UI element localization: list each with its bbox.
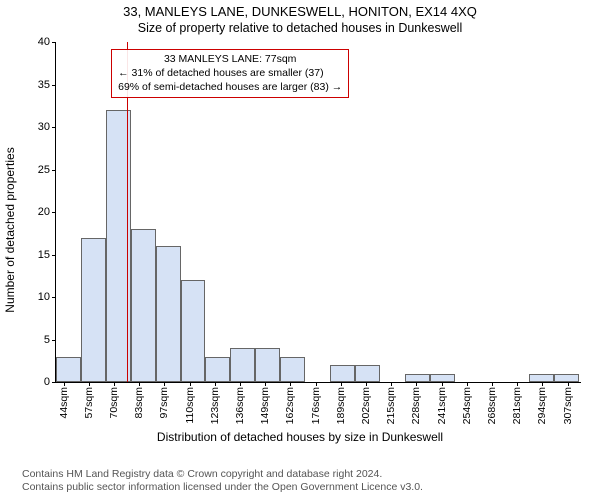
footer-line-2: Contains public sector information licen… [22, 481, 423, 494]
y-tick: 40 [38, 36, 56, 48]
histogram-bar [280, 357, 305, 383]
histogram-bar [131, 229, 156, 382]
x-tick-mark [89, 382, 90, 386]
x-tick-mark [568, 382, 569, 386]
y-axis-label: Number of detached properties [3, 147, 17, 312]
x-tick-mark [290, 382, 291, 386]
x-tick: 97sqm [158, 387, 170, 419]
x-tick: 241sqm [436, 387, 448, 424]
histogram-plot: 051015202530354044sqm57sqm70sqm83sqm97sq… [55, 42, 581, 383]
x-tick-mark [492, 382, 493, 386]
x-tick: 228sqm [410, 387, 422, 424]
histogram-bar [529, 374, 554, 383]
y-tick: 0 [44, 376, 56, 388]
histogram-bar [205, 357, 230, 383]
histogram-bar [554, 374, 579, 383]
x-tick-mark [190, 382, 191, 386]
y-tick: 10 [38, 291, 56, 303]
x-tick-mark [64, 382, 65, 386]
x-tick-mark [442, 382, 443, 386]
x-tick-mark [265, 382, 266, 386]
footer-line-1: Contains HM Land Registry data © Crown c… [22, 468, 423, 481]
x-tick: 83sqm [133, 387, 145, 419]
x-tick-mark [114, 382, 115, 386]
x-tick-mark [517, 382, 518, 386]
histogram-bar [430, 374, 455, 383]
x-tick: 123sqm [209, 387, 221, 424]
x-tick: 202sqm [360, 387, 372, 424]
histogram-bar [255, 348, 280, 382]
x-tick: 268sqm [486, 387, 498, 424]
y-tick: 30 [38, 121, 56, 133]
x-tick: 189sqm [335, 387, 347, 424]
x-tick: 44sqm [58, 387, 70, 419]
histogram-bar [355, 365, 380, 382]
x-tick: 294sqm [536, 387, 548, 424]
x-tick: 281sqm [511, 387, 523, 424]
histogram-bar [230, 348, 255, 382]
y-tick: 15 [38, 249, 56, 261]
y-tick: 35 [38, 79, 56, 91]
x-tick-mark [467, 382, 468, 386]
y-tick: 5 [44, 334, 56, 346]
property-callout: 33 MANLEYS LANE: 77sqm← 31% of detached … [111, 49, 349, 98]
x-axis-label: Distribution of detached houses by size … [0, 430, 600, 444]
histogram-bar [405, 374, 430, 383]
x-tick: 254sqm [461, 387, 473, 424]
x-tick: 215sqm [385, 387, 397, 424]
x-tick-mark [240, 382, 241, 386]
histogram-bar [81, 238, 106, 383]
x-tick: 57sqm [83, 387, 95, 419]
x-tick: 162sqm [284, 387, 296, 424]
x-tick-mark [391, 382, 392, 386]
x-tick: 176sqm [310, 387, 322, 424]
callout-smaller: ← 31% of detached houses are smaller (37… [118, 67, 342, 81]
histogram-bar [156, 246, 181, 382]
x-tick-mark [542, 382, 543, 386]
x-tick: 70sqm [108, 387, 120, 419]
histogram-bar [330, 365, 355, 382]
x-tick-mark [215, 382, 216, 386]
x-tick-mark [416, 382, 417, 386]
x-tick: 149sqm [259, 387, 271, 424]
x-tick: 136sqm [234, 387, 246, 424]
page-subtitle: Size of property relative to detached ho… [0, 21, 600, 35]
y-tick: 20 [38, 206, 56, 218]
callout-title: 33 MANLEYS LANE: 77sqm [118, 53, 342, 67]
x-tick-mark [316, 382, 317, 386]
page-title-address: 33, MANLEYS LANE, DUNKESWELL, HONITON, E… [0, 4, 600, 19]
x-tick-mark [341, 382, 342, 386]
license-footer: Contains HM Land Registry data © Crown c… [22, 468, 423, 494]
histogram-bar [56, 357, 81, 383]
x-tick: 307sqm [562, 387, 574, 424]
x-tick-mark [366, 382, 367, 386]
y-tick: 25 [38, 164, 56, 176]
histogram-bar [181, 280, 206, 382]
callout-larger: 69% of semi-detached houses are larger (… [118, 81, 342, 95]
x-tick-mark [139, 382, 140, 386]
x-tick-mark [164, 382, 165, 386]
x-tick: 110sqm [184, 387, 196, 424]
